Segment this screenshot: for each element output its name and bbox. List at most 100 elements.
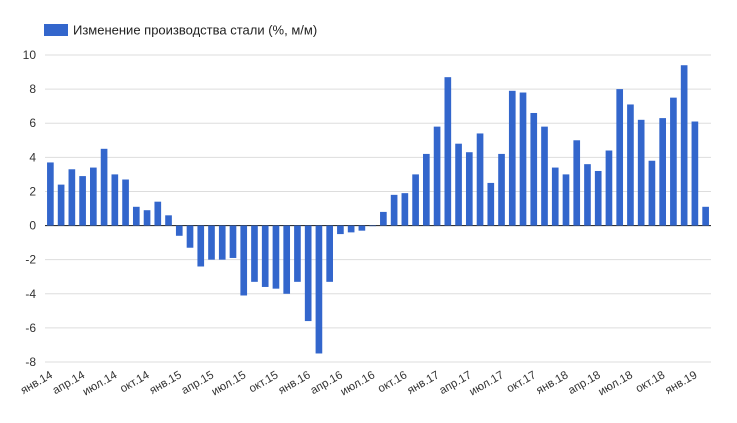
bar[interactable]	[584, 164, 591, 226]
bar[interactable]	[111, 174, 119, 226]
bar[interactable]	[208, 225, 215, 260]
bar[interactable]	[57, 184, 65, 226]
x-tick-label: окт.17	[505, 369, 538, 395]
bar[interactable]	[132, 206, 140, 226]
bar[interactable]	[508, 90, 516, 226]
bar[interactable]	[444, 77, 452, 226]
y-tick-label: 0	[29, 219, 36, 233]
x-tick-label: июл.15	[210, 369, 248, 398]
bar[interactable]	[218, 225, 226, 260]
bar[interactable]	[68, 169, 76, 226]
bar[interactable]	[337, 225, 344, 235]
y-axis-ticks: 10 8 6 4 2 0 -2 -4 -6 -8	[23, 48, 37, 369]
y-tick-label: -4	[25, 287, 36, 301]
x-tick-label: апр.17	[437, 369, 473, 397]
bar[interactable]	[433, 126, 441, 226]
bar[interactable]	[326, 225, 333, 282]
x-tick-label: окт.14	[118, 369, 152, 395]
bar[interactable]	[175, 225, 183, 236]
x-tick-label: апр.18	[566, 369, 602, 397]
bar[interactable]	[455, 143, 462, 226]
bar[interactable]	[648, 160, 656, 226]
bar[interactable]	[369, 225, 376, 227]
x-tick-label: июл.18	[596, 369, 634, 398]
bar[interactable]	[691, 121, 699, 226]
bar[interactable]	[283, 225, 291, 294]
y-tick-label: -8	[25, 355, 36, 369]
x-tick-label: июл.14	[81, 369, 120, 398]
x-tick-label: янв.15	[148, 369, 184, 397]
bar[interactable]	[304, 225, 312, 322]
bar[interactable]	[143, 210, 151, 226]
bar[interactable]	[594, 170, 602, 226]
bar[interactable]	[240, 225, 248, 296]
bar[interactable]	[519, 92, 527, 226]
bar[interactable]	[197, 225, 205, 267]
bar[interactable]	[390, 194, 398, 226]
bar[interactable]	[401, 193, 409, 226]
y-tick-label: -2	[25, 253, 36, 267]
y-tick-label: 4	[29, 150, 36, 164]
bar[interactable]	[294, 225, 301, 282]
x-tick-label: апр.16	[309, 369, 345, 397]
bar[interactable]	[423, 153, 430, 226]
bar[interactable]	[616, 89, 624, 226]
bar[interactable]	[605, 150, 613, 226]
bar[interactable]	[100, 148, 108, 226]
bar[interactable]	[680, 65, 688, 226]
bar[interactable]	[347, 225, 355, 233]
y-tick-label: -6	[25, 321, 36, 335]
bar[interactable]	[165, 215, 172, 226]
bar[interactable]	[465, 152, 473, 226]
bar[interactable]	[541, 126, 548, 226]
bar[interactable]	[47, 162, 54, 226]
y-tick-label: 8	[29, 82, 36, 96]
bar[interactable]	[573, 140, 581, 226]
x-tick-label: янв.18	[534, 369, 570, 397]
x-tick-label: июл.17	[468, 369, 506, 398]
bar[interactable]	[659, 118, 666, 226]
x-tick-label: окт.15	[247, 369, 280, 395]
bar[interactable]	[476, 133, 484, 226]
x-tick-label: окт.18	[634, 369, 667, 395]
bar[interactable]	[487, 182, 495, 226]
x-tick-label: янв.16	[277, 369, 313, 397]
bar[interactable]	[272, 225, 280, 289]
bar[interactable]	[551, 167, 559, 226]
x-tick-label: янв.19	[663, 369, 699, 397]
bar[interactable]	[358, 225, 366, 231]
bar[interactable]	[498, 153, 505, 226]
bar[interactable]	[702, 206, 709, 226]
legend-swatch	[44, 24, 68, 36]
bar[interactable]	[315, 225, 323, 354]
bar[interactable]	[154, 201, 162, 226]
bar[interactable]	[186, 225, 194, 248]
bar[interactable]	[122, 179, 129, 226]
bar[interactable]	[627, 104, 634, 226]
x-tick-label: окт.16	[376, 369, 409, 395]
y-tick-label: 6	[29, 116, 36, 130]
bar[interactable]	[670, 97, 677, 226]
legend[interactable]: Изменение производства стали (%, м/м)	[44, 23, 317, 38]
bar[interactable]	[90, 167, 97, 226]
x-tick-label: апр.14	[51, 369, 88, 397]
y-tick-label: 2	[29, 184, 36, 198]
bar[interactable]	[79, 176, 86, 226]
x-tick-label: янв.17	[406, 369, 442, 397]
bar[interactable]	[261, 225, 269, 287]
bars	[47, 65, 709, 354]
x-tick-label: апр.15	[180, 369, 216, 397]
bar[interactable]	[562, 174, 570, 226]
bar[interactable]	[229, 225, 237, 258]
bar[interactable]	[637, 119, 645, 226]
bar[interactable]	[251, 225, 258, 282]
bar[interactable]	[412, 174, 419, 226]
bar[interactable]	[380, 211, 387, 226]
x-axis-ticks: янв.14апр.14июл.14окт.14янв.15апр.15июл.…	[19, 369, 700, 398]
bar[interactable]	[530, 112, 538, 226]
x-tick-label: янв.14	[19, 369, 56, 397]
legend-label: Изменение производства стали (%, м/м)	[73, 23, 317, 38]
x-tick-label: июл.16	[339, 369, 377, 398]
